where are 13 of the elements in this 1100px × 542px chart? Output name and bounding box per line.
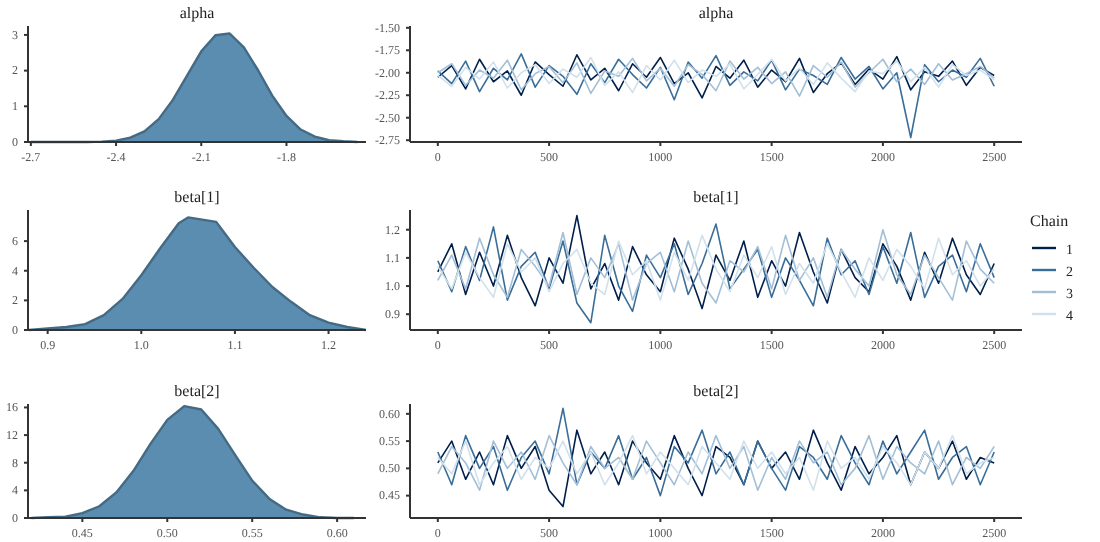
chart-title: beta[1] xyxy=(693,188,740,206)
chart-title: beta[2] xyxy=(693,382,740,400)
chart-title: alpha xyxy=(698,4,735,22)
line-series xyxy=(437,53,995,139)
chart-title: beta[2] xyxy=(174,382,221,400)
line-series xyxy=(437,214,995,310)
line-series xyxy=(437,223,995,324)
line-series xyxy=(437,429,995,508)
chart-title: alpha xyxy=(179,4,216,22)
legend-title: Chain xyxy=(1030,212,1069,230)
line-series xyxy=(437,434,995,491)
chart-title: beta[1] xyxy=(174,188,221,206)
line-series xyxy=(437,407,995,497)
